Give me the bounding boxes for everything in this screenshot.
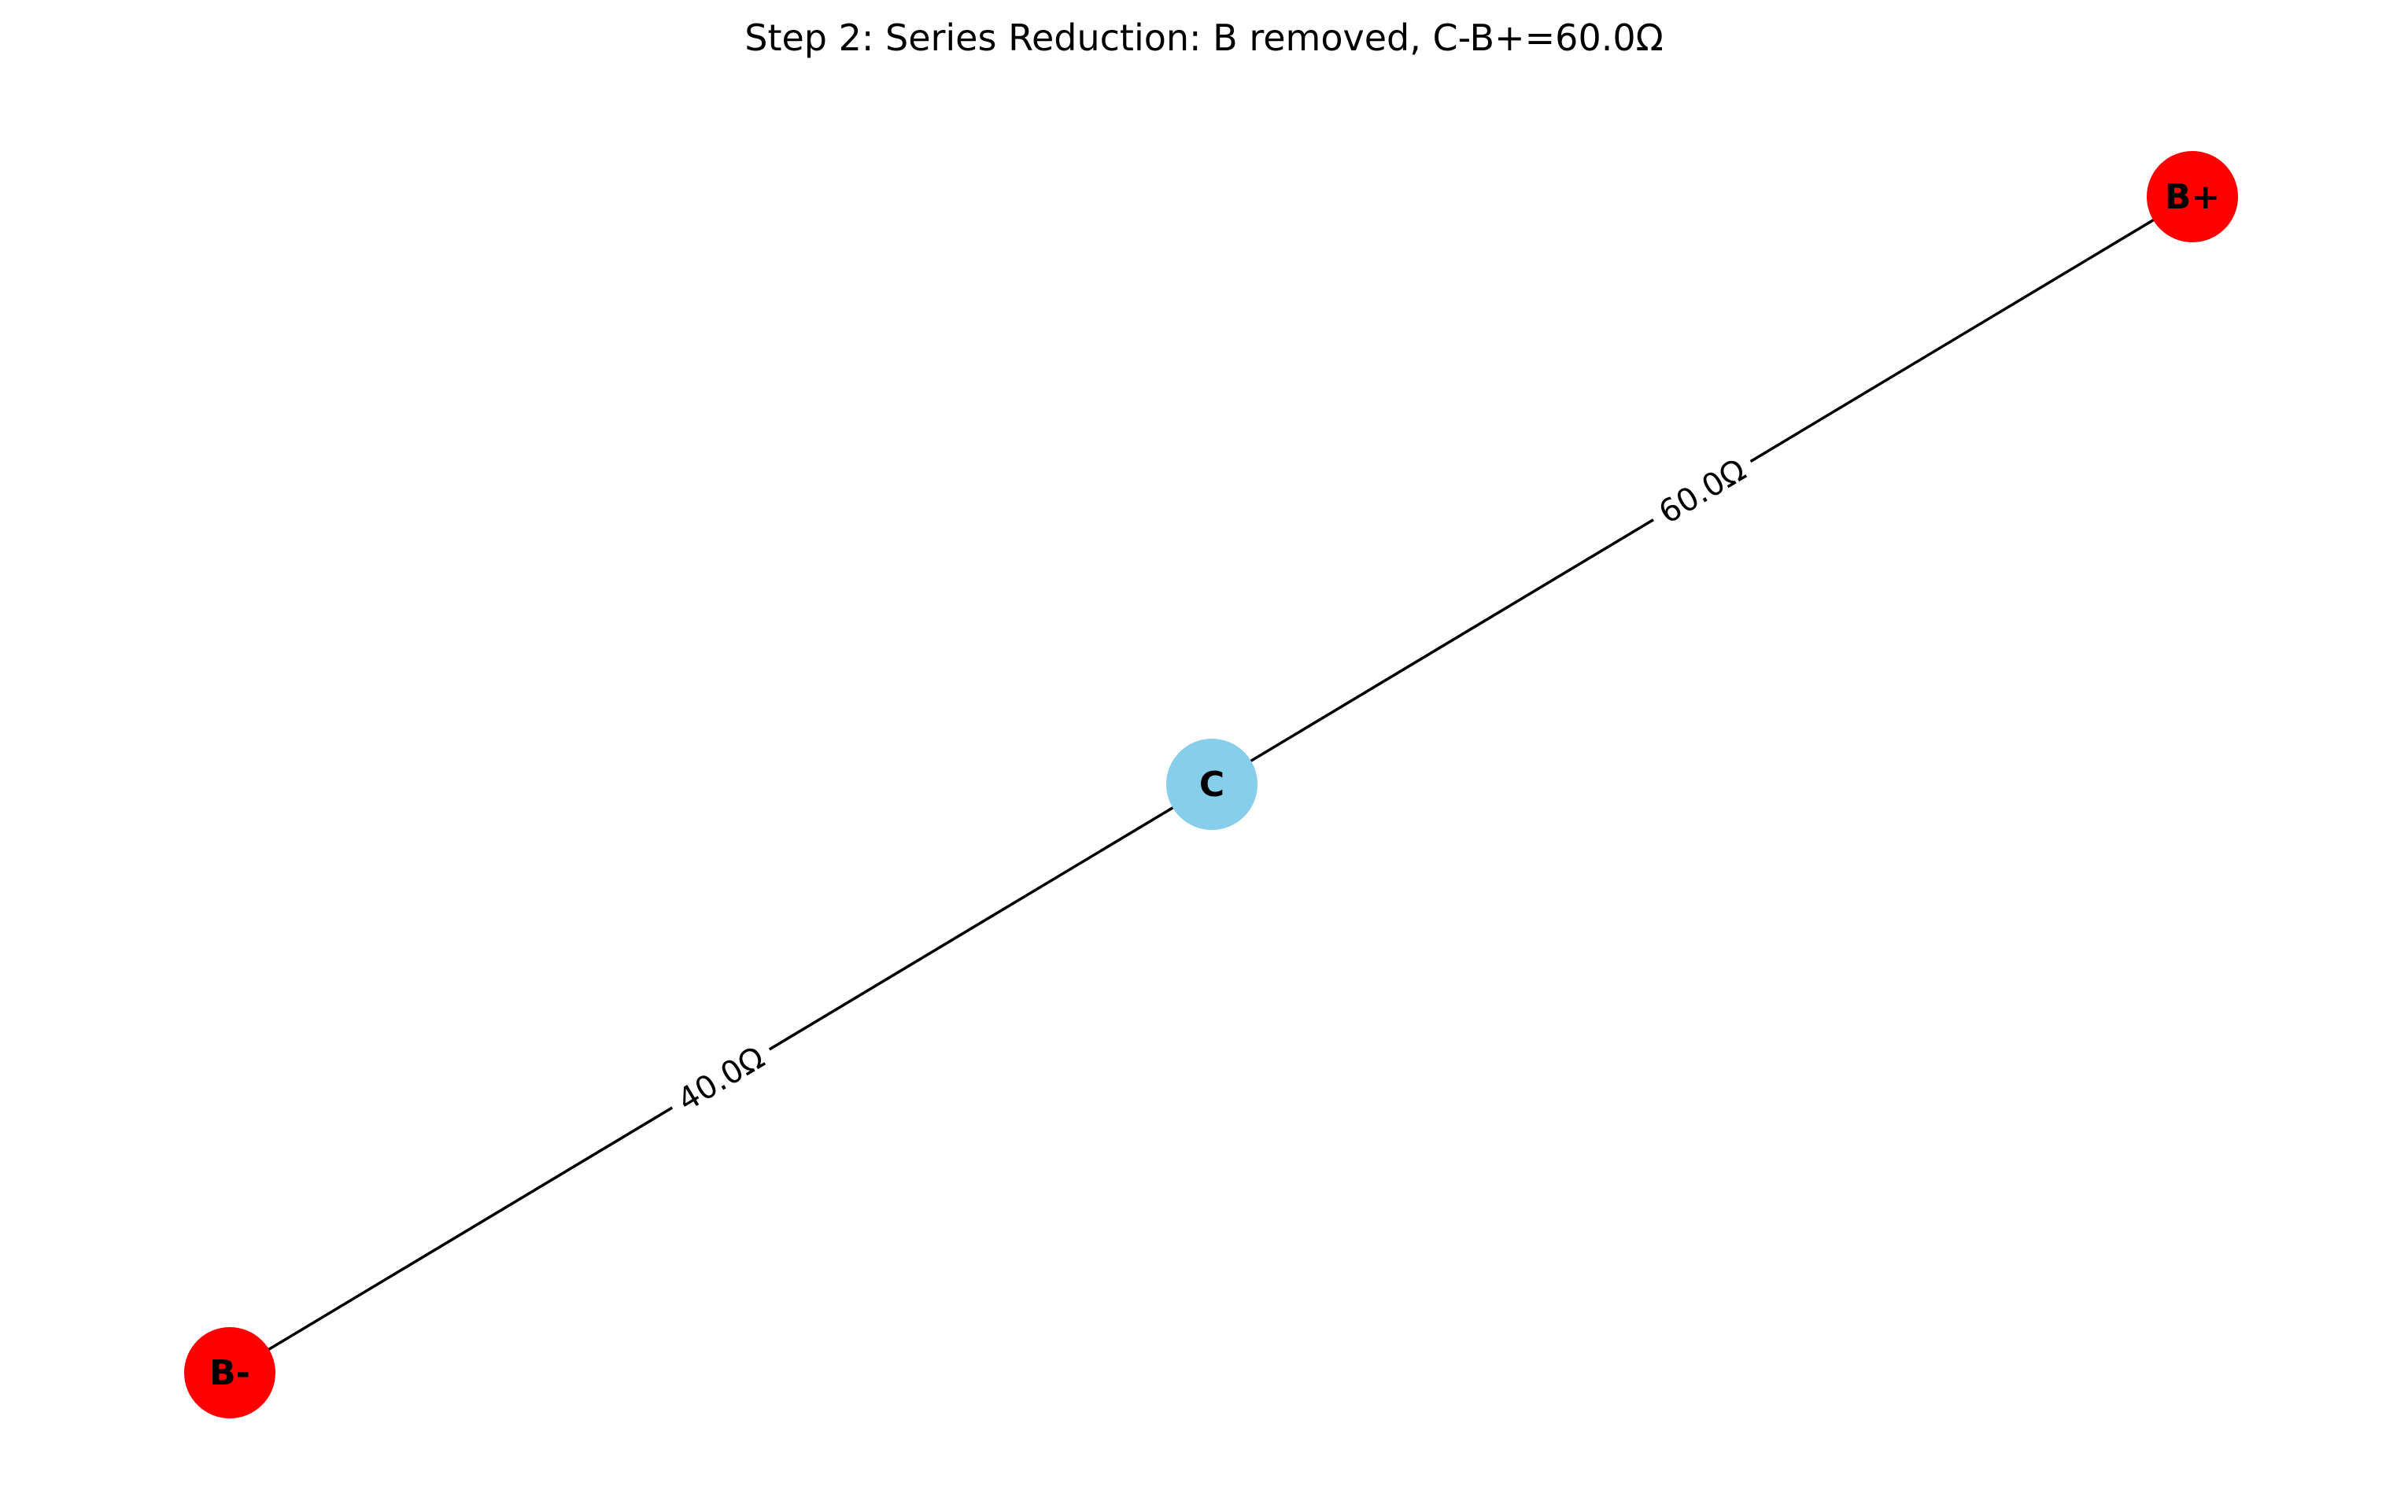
svg-text:60.0Ω: 60.0Ω bbox=[1653, 452, 1752, 531]
node-bplus: B+ bbox=[2147, 151, 2238, 242]
edge-label-c-bplus: 60.0Ω bbox=[1642, 442, 1763, 540]
edge-label-bminus-c: 40.0Ω bbox=[660, 1030, 781, 1127]
node-bminus: B- bbox=[184, 1327, 275, 1418]
svg-text:C: C bbox=[1199, 765, 1224, 805]
svg-text:40.0Ω: 40.0Ω bbox=[671, 1039, 770, 1119]
svg-text:B-: B- bbox=[209, 1353, 250, 1393]
svg-text:B+: B+ bbox=[2165, 177, 2220, 217]
diagram-title: Step 2: Series Reduction: B removed, C-B… bbox=[744, 17, 1664, 59]
node-c: C bbox=[1166, 739, 1258, 830]
